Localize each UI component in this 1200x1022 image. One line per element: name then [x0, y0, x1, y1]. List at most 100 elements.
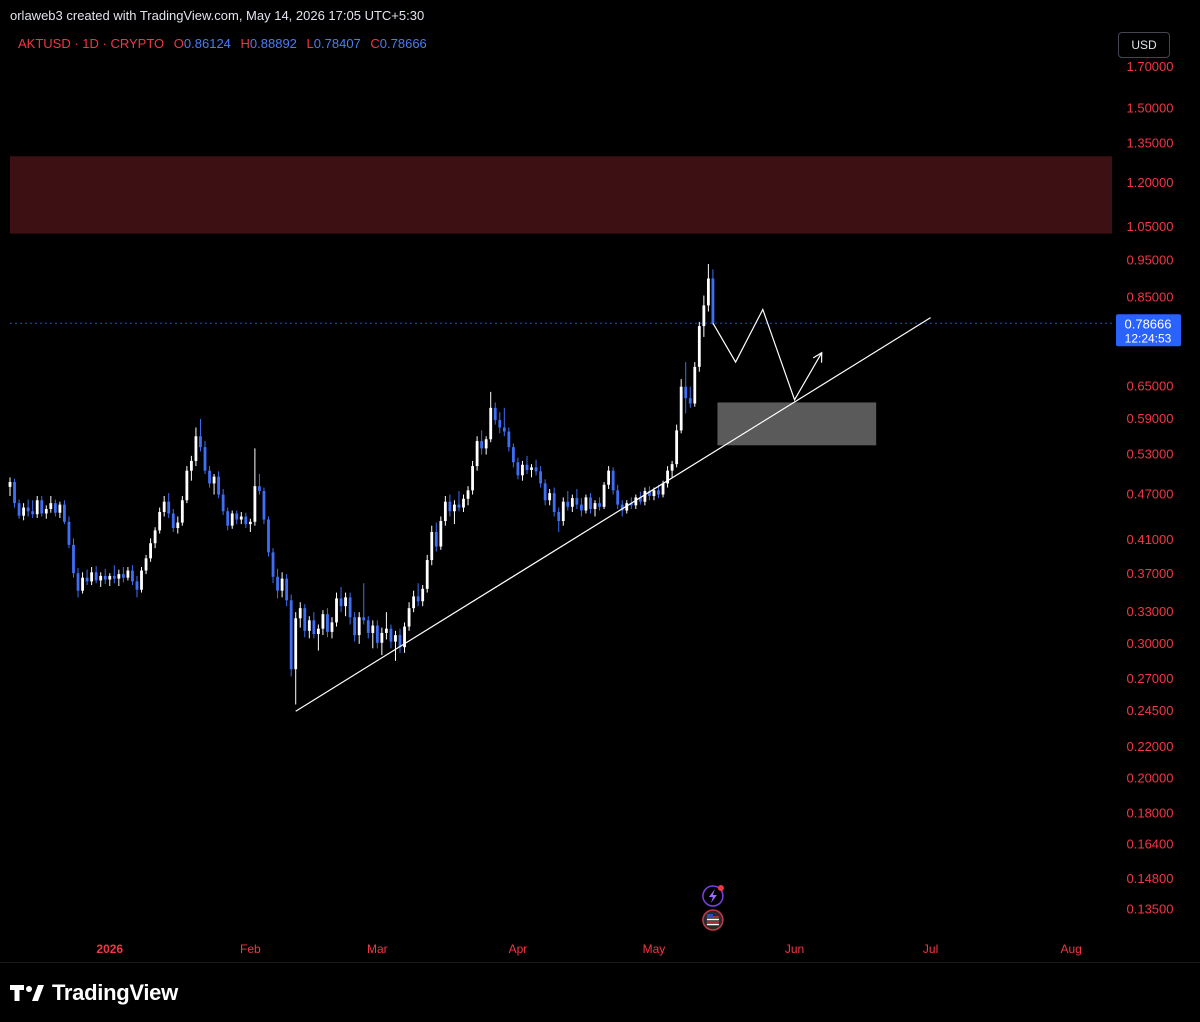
- candle-body: [521, 464, 524, 476]
- candle-body: [26, 507, 30, 512]
- low-value: 0.78407: [313, 36, 361, 51]
- candle-body: [371, 625, 375, 633]
- candle-body: [276, 576, 279, 591]
- candle-body: [507, 431, 511, 448]
- candle-body: [580, 504, 583, 511]
- y-tick-label: 0.20000: [1127, 771, 1174, 786]
- candle-body: [289, 600, 293, 670]
- candle-body: [453, 504, 456, 512]
- candle-body: [430, 531, 434, 561]
- candle-body: [489, 407, 493, 440]
- candle-body: [643, 491, 647, 502]
- candle-body: [285, 578, 289, 601]
- candle-body: [625, 503, 629, 511]
- candle-body: [339, 598, 343, 607]
- candle-body: [407, 608, 411, 627]
- trendline: [295, 317, 931, 712]
- y-tick-label: 0.41000: [1127, 532, 1174, 547]
- candle-body: [439, 521, 443, 547]
- candle-body: [670, 464, 674, 471]
- y-tick-label: 0.85000: [1127, 290, 1174, 305]
- close-label: C: [370, 36, 380, 51]
- open-label: O: [173, 36, 184, 51]
- candle-body: [516, 462, 520, 476]
- candle-body: [380, 632, 384, 643]
- x-tick-label: May: [643, 942, 666, 956]
- y-tick-label: 0.13500: [1127, 901, 1174, 916]
- candle-body: [90, 572, 94, 582]
- candle-body: [298, 608, 302, 619]
- candle-body: [353, 617, 357, 636]
- last-price-tag: [1116, 314, 1181, 347]
- created-caption: orlaweb3 created with TradingView.com, M…: [10, 8, 425, 23]
- candle-body: [108, 575, 112, 580]
- y-tick-label: 0.37000: [1127, 566, 1174, 581]
- candle-body: [693, 366, 697, 404]
- candle-body: [502, 427, 506, 432]
- candle-body: [135, 581, 139, 590]
- candle-body: [530, 467, 533, 471]
- event-dot: [717, 885, 724, 891]
- candle-body: [140, 570, 143, 590]
- candle-body: [657, 490, 660, 495]
- candle-body: [557, 511, 561, 522]
- candle-body: [149, 543, 152, 559]
- candle-body: [126, 570, 130, 578]
- projection-arrow-head: [812, 351, 823, 363]
- y-tick-label: 1.50000: [1127, 101, 1174, 116]
- candle-body: [493, 407, 497, 421]
- candle-body: [348, 597, 352, 618]
- x-tick-label: Jul: [923, 942, 938, 956]
- candle-body: [199, 436, 202, 448]
- candle-body: [511, 447, 515, 463]
- currency-button[interactable]: USD: [1118, 32, 1170, 58]
- footer-divider: [0, 962, 1200, 963]
- candle-body: [634, 497, 638, 506]
- brand[interactable]: TradingView: [10, 980, 178, 1006]
- symbol-legend: AKTUSD · 1D · CRYPTO O0.86124 H0.88892 L…: [18, 36, 427, 51]
- candle-body: [76, 573, 80, 591]
- price-chart[interactable]: 1.70000 1.50000 1.35000 1.20000 1.05000 0.950…: [0, 0, 1200, 962]
- candle-body: [475, 441, 479, 467]
- candle-body: [316, 628, 320, 635]
- candle-body: [335, 598, 338, 623]
- candle-body: [539, 471, 542, 484]
- candle-body: [602, 484, 606, 507]
- candle-body: [217, 476, 221, 495]
- x-tick-label: Aug: [1061, 942, 1082, 956]
- candle-body: [434, 531, 438, 547]
- y-tick-label: 0.27000: [1127, 671, 1174, 686]
- candle-body: [593, 503, 597, 510]
- candle-body: [416, 596, 420, 602]
- candle-body: [253, 486, 257, 522]
- candle-body: [271, 552, 275, 577]
- supply-zone: [10, 156, 1112, 234]
- candle-body: [185, 470, 189, 501]
- candle-body: [702, 305, 706, 327]
- candle-body: [548, 493, 552, 501]
- candle-body: [303, 608, 307, 631]
- candle-body: [661, 483, 665, 495]
- candle-body: [194, 436, 198, 461]
- candle-body: [330, 622, 334, 632]
- candle-body: [471, 466, 474, 491]
- x-tick-label: Jun: [785, 942, 804, 956]
- y-tick-label: 0.30000: [1127, 636, 1174, 651]
- y-tick-label: 0.65000: [1127, 379, 1174, 394]
- candle-body: [58, 504, 62, 513]
- candle-body: [171, 513, 175, 529]
- projection-path: [712, 307, 823, 402]
- candle-body: [49, 503, 53, 510]
- tradingview-logo-icon: [10, 985, 44, 1001]
- high-value: 0.88892: [249, 36, 297, 51]
- lightning-bolt-shape: [708, 889, 717, 903]
- candle-body: [85, 577, 89, 582]
- candle-body: [484, 439, 488, 449]
- candle-body: [421, 588, 425, 602]
- candle-body: [312, 620, 316, 635]
- candle-body: [366, 620, 370, 633]
- candle-body: [561, 501, 565, 522]
- candle-body: [267, 519, 270, 553]
- candle-body: [697, 326, 701, 367]
- candle-body: [638, 497, 642, 502]
